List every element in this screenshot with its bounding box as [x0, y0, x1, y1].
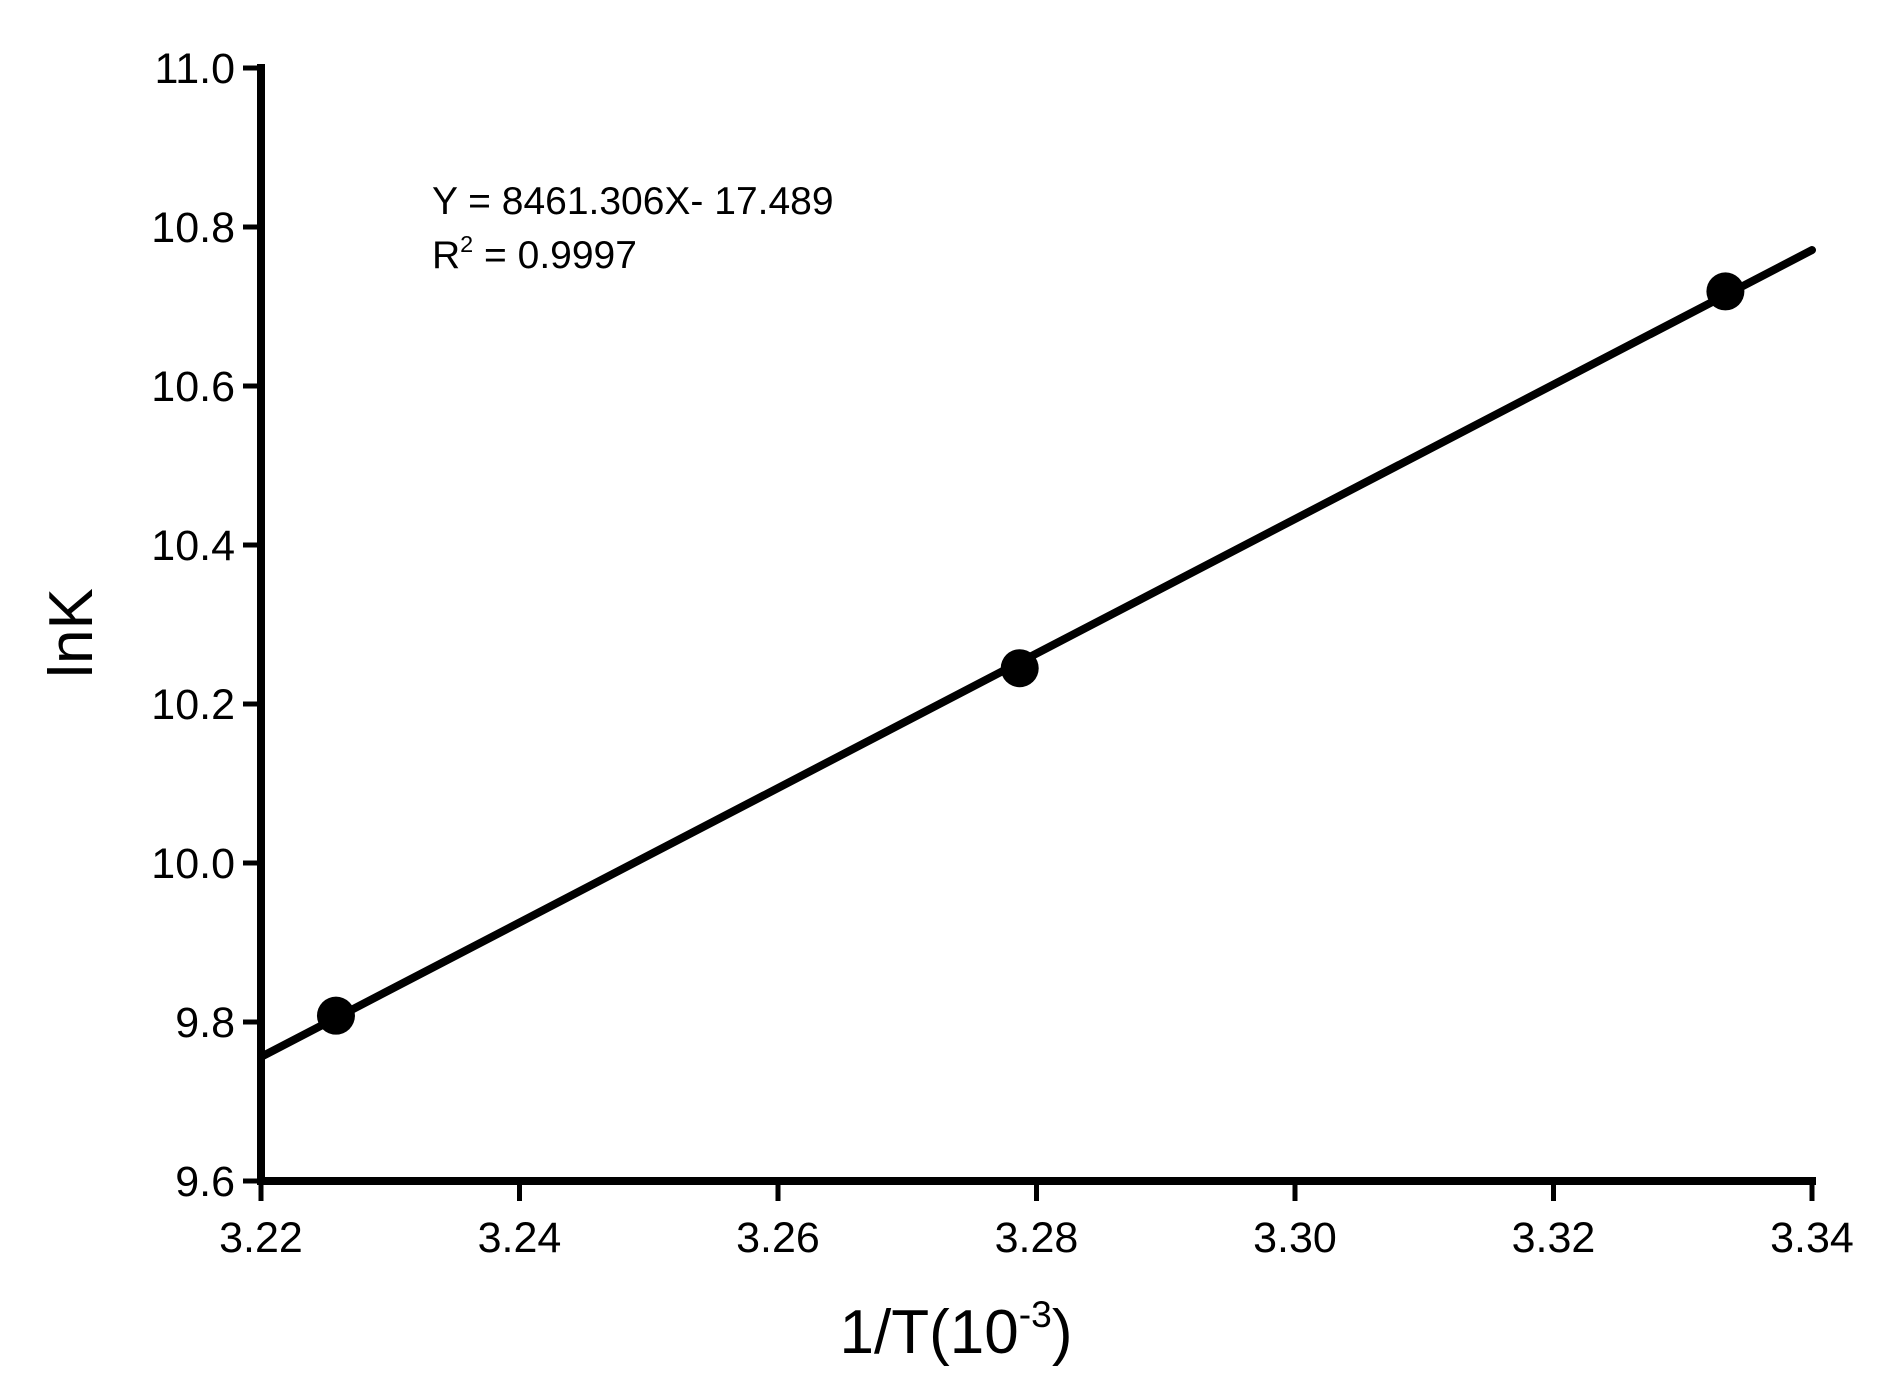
y-tick-label: 9.8 [175, 999, 235, 1047]
y-tick-label: 10.8 [151, 204, 235, 252]
y-axis-title: lnK [37, 588, 106, 678]
x-axis-title-main: 1/T(10 [840, 1298, 1019, 1367]
x-tick-label: 3.22 [219, 1214, 303, 1262]
data-point [1706, 272, 1745, 311]
x-ticks: 3.22 3.24 3.26 3.28 3.30 3.32 3.34 [219, 1181, 1854, 1262]
x-tick-label: 3.24 [478, 1214, 562, 1262]
x-tick-label: 3.34 [1770, 1214, 1854, 1262]
y-tick-label: 10.6 [151, 363, 235, 411]
y-tick-label: 10.0 [151, 840, 235, 888]
x-axis-title-exponent: -3 [1019, 1293, 1052, 1335]
regression-line [257, 246, 1816, 1061]
y-tick-label: 10.2 [151, 681, 235, 729]
r-squared: R2 = 0.9997 [432, 231, 637, 277]
fit-equation: Y = 8461.306X- 17.489 [432, 180, 834, 223]
x-tick-label: 3.26 [736, 1214, 820, 1262]
y-tick-label: 9.6 [175, 1158, 235, 1206]
r-squared-value: = 0.9997 [473, 234, 637, 277]
y-ticks: 9.6 9.8 10.0 10.2 10.4 10.6 10.8 11.0 [151, 45, 261, 1206]
x-axis-title-close: ) [1052, 1298, 1073, 1367]
x-tick-label: 3.30 [1253, 1214, 1337, 1262]
fit-line-layer [257, 246, 1816, 1061]
x-tick-label: 3.28 [995, 1214, 1079, 1262]
r-squared-letter: R [432, 234, 460, 277]
data-point [316, 996, 355, 1035]
data-point [1000, 649, 1039, 688]
x-axis-title: 1/T(10-3) [840, 1293, 1073, 1367]
x-tick-label: 3.32 [1512, 1214, 1596, 1262]
y-tick-label: 11.0 [155, 45, 236, 93]
y-tick-label: 10.4 [151, 522, 235, 570]
r-squared-exponent: 2 [460, 231, 473, 257]
axes-layer [257, 64, 1816, 1185]
data-points-layer [316, 272, 1745, 1035]
